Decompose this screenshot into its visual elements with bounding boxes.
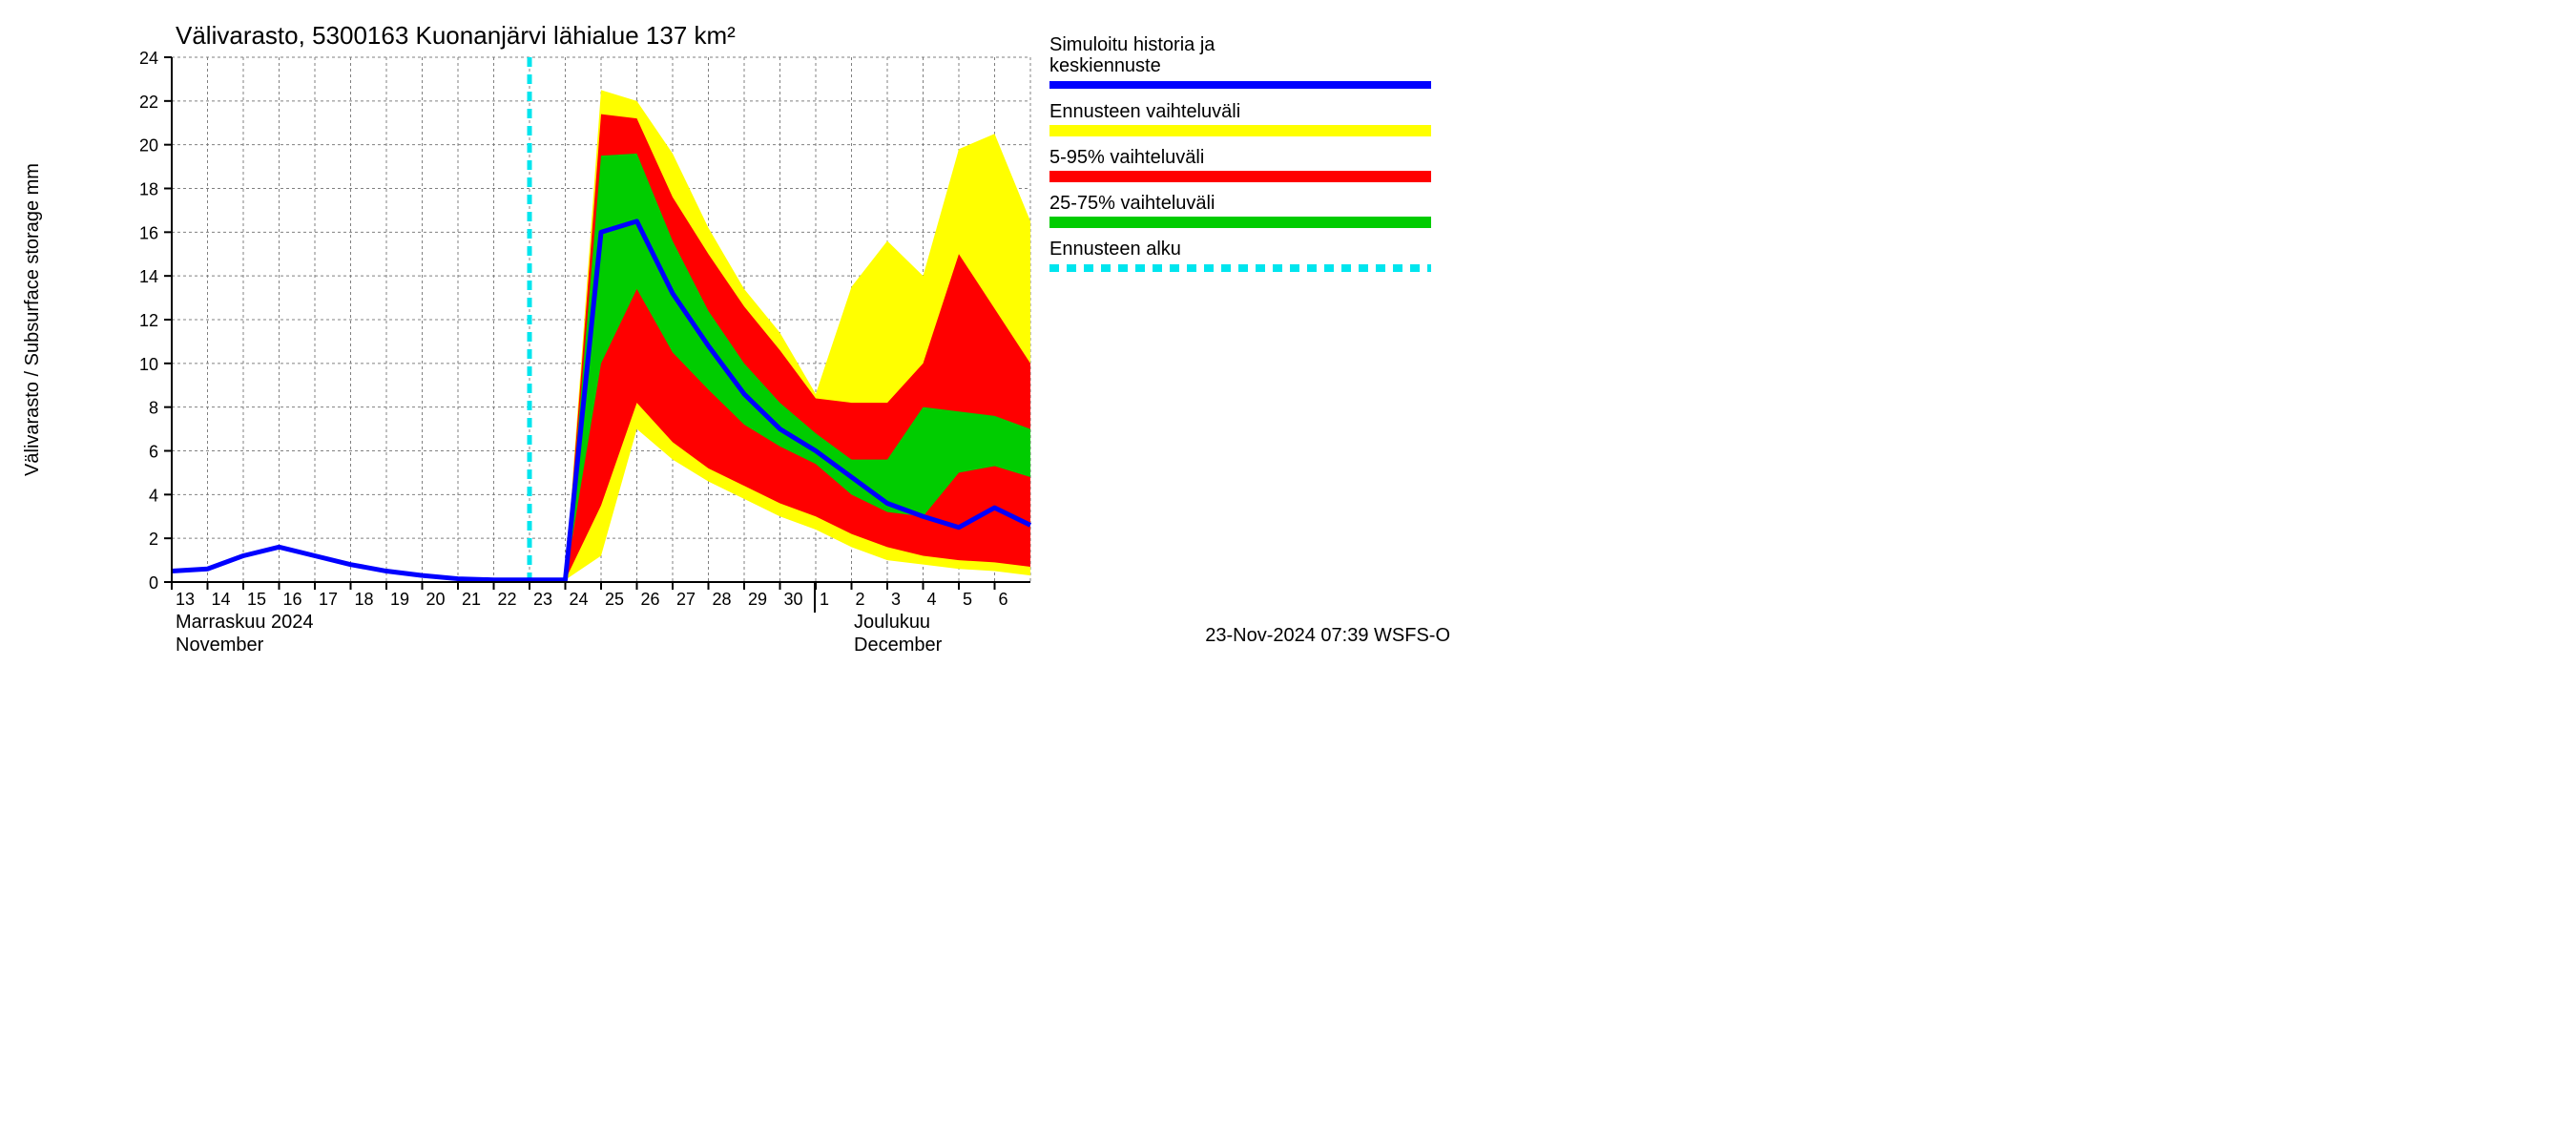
y-tick-label: 24 xyxy=(139,49,158,68)
month2-en: December xyxy=(854,635,943,653)
y-axis-label: Välivarasto / Subsurface storage mm xyxy=(22,163,43,476)
x-tick-label: 13 xyxy=(176,590,195,609)
x-tick-label: 30 xyxy=(784,590,803,609)
x-tick-label: 20 xyxy=(426,590,446,609)
x-tick-label: 15 xyxy=(247,590,266,609)
y-tick-label: 14 xyxy=(139,267,158,286)
y-tick-label: 16 xyxy=(139,223,158,242)
legend-label: keskiennuste xyxy=(1049,55,1161,76)
chart-svg: 0246810121416182022241314151617181920212… xyxy=(0,0,1469,653)
legend-swatch xyxy=(1049,171,1431,182)
x-tick-label: 14 xyxy=(212,590,231,609)
chart-title: Välivarasto, 5300163 Kuonanjärvi lähialu… xyxy=(176,21,736,50)
legend-label: Simuloitu historia ja xyxy=(1049,34,1215,55)
legend-label: 5-95% vaihteluväli xyxy=(1049,147,1204,168)
y-tick-label: 20 xyxy=(139,136,158,156)
x-tick-label: 27 xyxy=(676,590,696,609)
y-tick-label: 6 xyxy=(149,443,158,462)
x-tick-label: 22 xyxy=(498,590,517,609)
x-tick-label: 18 xyxy=(355,590,374,609)
legend-swatch xyxy=(1049,125,1431,136)
y-tick-label: 18 xyxy=(139,180,158,199)
x-tick-label: 6 xyxy=(999,590,1008,609)
x-tick-label: 4 xyxy=(927,590,937,609)
x-tick-label: 21 xyxy=(462,590,481,609)
legend-label: Ennusteen alku xyxy=(1049,239,1181,260)
x-tick-label: 28 xyxy=(713,590,732,609)
legend-swatch xyxy=(1049,217,1431,228)
legend-label: 25-75% vaihteluväli xyxy=(1049,193,1215,214)
y-tick-label: 22 xyxy=(139,93,158,112)
x-tick-label: 17 xyxy=(319,590,338,609)
legend-label: Ennusteen vaihteluväli xyxy=(1049,101,1240,122)
month2-fi: Joulukuu xyxy=(854,612,930,633)
x-tick-label: 2 xyxy=(856,590,865,609)
y-tick-label: 12 xyxy=(139,311,158,330)
x-tick-label: 23 xyxy=(533,590,552,609)
x-tick-label: 26 xyxy=(641,590,660,609)
x-tick-label: 19 xyxy=(390,590,409,609)
y-tick-label: 2 xyxy=(149,530,158,549)
month1-fi: Marraskuu 2024 xyxy=(176,612,314,633)
y-tick-label: 10 xyxy=(139,355,158,374)
x-tick-label: 29 xyxy=(748,590,767,609)
y-tick-label: 4 xyxy=(149,486,158,505)
x-tick-label: 3 xyxy=(891,590,901,609)
y-tick-label: 0 xyxy=(149,573,158,593)
x-tick-label: 24 xyxy=(570,590,589,609)
x-tick-label: 1 xyxy=(820,590,829,609)
x-tick-label: 16 xyxy=(283,590,302,609)
x-tick-label: 5 xyxy=(963,590,972,609)
footer-timestamp: 23-Nov-2024 07:39 WSFS-O xyxy=(1205,625,1450,646)
month1-en: November xyxy=(176,635,264,653)
y-tick-label: 8 xyxy=(149,399,158,418)
x-tick-label: 25 xyxy=(605,590,624,609)
